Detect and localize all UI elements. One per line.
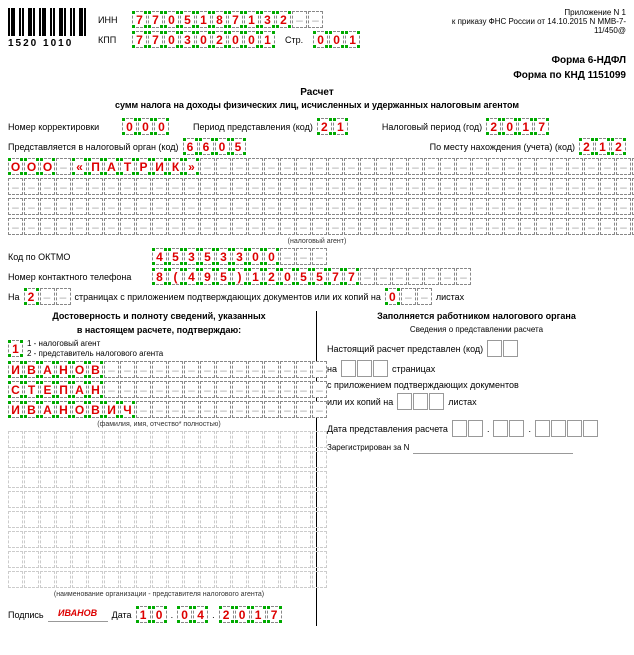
org-cells: 6605 [183,138,246,155]
form-knd: Форма по КНД 1151099 [8,70,626,81]
r-l3: с приложением подтверждающих документов [327,380,519,390]
date-d: 10 [136,606,167,623]
left-title1: Достоверность и полноту сведений, указан… [8,311,310,321]
sign-label: Подпись [8,610,44,620]
right-title: Заполняется работником налогового органа [327,311,626,321]
r-l4-box [397,393,444,410]
place-cells: 212 [579,138,626,155]
org-label: Представляется в налоговый орган (код) [8,142,179,152]
period-cells: 21 [317,118,348,135]
pages-suffix: листах [436,292,464,302]
org-rep-row [8,571,327,588]
tax-period-label: Налоговый период (год) [382,122,482,132]
company-cells3: –––––––––––––––––––––––––––––––––––––––– [8,198,634,215]
org-rep-row [8,491,327,508]
r-l5-box [452,420,483,437]
role2-text: 2 - представитель налогового агента [27,349,163,359]
date-y: 2017 [219,606,282,623]
r-l2b: страницах [392,364,435,374]
row-corr: Номер корректировки 000 Период представл… [8,118,626,135]
org-rep-row [8,551,327,568]
subtitle: сумм налога на доходы физических лиц, ис… [8,100,626,110]
org-rep-row [8,471,327,488]
order-ref: к приказу ФНС России от 14.10.2015 N ММВ… [436,17,626,35]
org-rep-row [8,511,327,528]
corr-label: Номер корректировки [8,122,118,132]
header-right: Приложение N 1 к приказу ФНС России от 1… [436,8,626,35]
tax-period-cells: 2017 [486,118,549,135]
col-right: Заполняется работником налогового органа… [317,311,626,626]
inn-cells: 7705187132–– [132,11,323,28]
r-l1: Настоящий расчет представлен (код) [327,344,483,354]
form-name: Форма 6-НДФЛ [8,55,626,66]
role1-text: 1 - налоговый агент [27,339,163,349]
attach-cells: 0–– [385,288,432,305]
title: Расчет [8,87,626,98]
pages-mid: страницах с приложением подтверждающих д… [75,292,381,302]
r-l1-box [487,340,518,357]
row-org: Представляется в налоговый орган (код) 6… [8,138,626,155]
company-cells: ООО–«ПАТРИК»–––––––––––––––––––––––––––– [8,158,634,175]
org-rep-row [8,451,327,468]
date-m: 04 [177,606,208,623]
r-l2a: на [327,364,337,374]
fio-note: (фамилия, имя, отчество* полностью) [8,421,310,428]
company-row3: –––––––––––––––––––––––––––––––––––––––– [8,198,626,215]
str-cells: 001 [313,31,360,48]
company-row4: –––––––––––––––––––––––––––––––––––––––– [8,218,626,235]
signature: ИВАНОВ [48,608,108,622]
oktmo-label: Код по ОКТМО [8,252,148,262]
phone-cells: 8(495)1205577––––––– [152,268,471,285]
r-l6-line [413,440,573,454]
phone-label: Номер контактного телефона [8,272,148,282]
oktmo-cells: 45353300––– [152,248,327,265]
place-label: По месту нахождения (учета) (код) [430,142,575,152]
r-l4a: или их копий на [327,397,393,407]
pages-prefix: На [8,292,20,302]
role-cells: 1 [8,340,23,357]
form-header: 1520 1010 ИНН 7705187132–– КПП 770302001… [8,8,626,51]
appendix: Приложение N 1 [436,8,626,17]
r-l6: Зарегистрирован за N [327,443,409,452]
org-rep-grid [8,431,310,588]
right-sub: Сведения о представлении расчета [327,325,626,334]
org-rep-row [8,531,327,548]
barcode-number: 1520 1010 [8,38,98,49]
str-label: Стр. [285,35,303,45]
kpp-label: КПП [98,35,128,45]
period-label: Период представления (код) [193,122,313,132]
pages-cells: 2–– [24,288,71,305]
r-l4b: листах [448,397,476,407]
row-oktmo: Код по ОКТМО 45353300––– [8,248,626,265]
patronymic-cells: ИВАНОВИЧ–––––––––––– [8,401,327,418]
company-row2: –––––––––––––––––––––––––––––––––––––––– [8,178,626,195]
org-rep-note: (наименование организации - представител… [8,591,310,598]
row-pages: На 2–– страницах с приложением подтвержд… [8,288,626,305]
kpp-cells: 770302001 [132,31,275,48]
company-cells4: –––––––––––––––––––––––––––––––––––––––– [8,218,634,235]
corr-cells: 000 [122,118,169,135]
company-cells2: –––––––––––––––––––––––––––––––––––––––– [8,178,634,195]
company-row: ООО–«ПАТРИК»–––––––––––––––––––––––––––– [8,158,626,175]
agent-note: (налоговый агент) [8,238,626,245]
inn-label: ИНН [98,15,128,25]
r-l5: Дата представления расчета [327,424,448,434]
surname-cells: ИВАНОВ–––––––––––––– [8,361,327,378]
left-title2: в настоящем расчете, подтверждаю: [8,325,310,335]
barcode: 1520 1010 [8,8,98,49]
name-cells: СТЕПАН–––––––––––––– [8,381,327,398]
col-left: Достоверность и полноту сведений, указан… [8,311,317,626]
r-l2-box [341,360,388,377]
date-label: Дата [112,610,132,620]
bottom-columns: Достоверность и полноту сведений, указан… [8,311,626,626]
org-rep-row [8,431,327,448]
row-phone: Номер контактного телефона 8(495)1205577… [8,268,626,285]
